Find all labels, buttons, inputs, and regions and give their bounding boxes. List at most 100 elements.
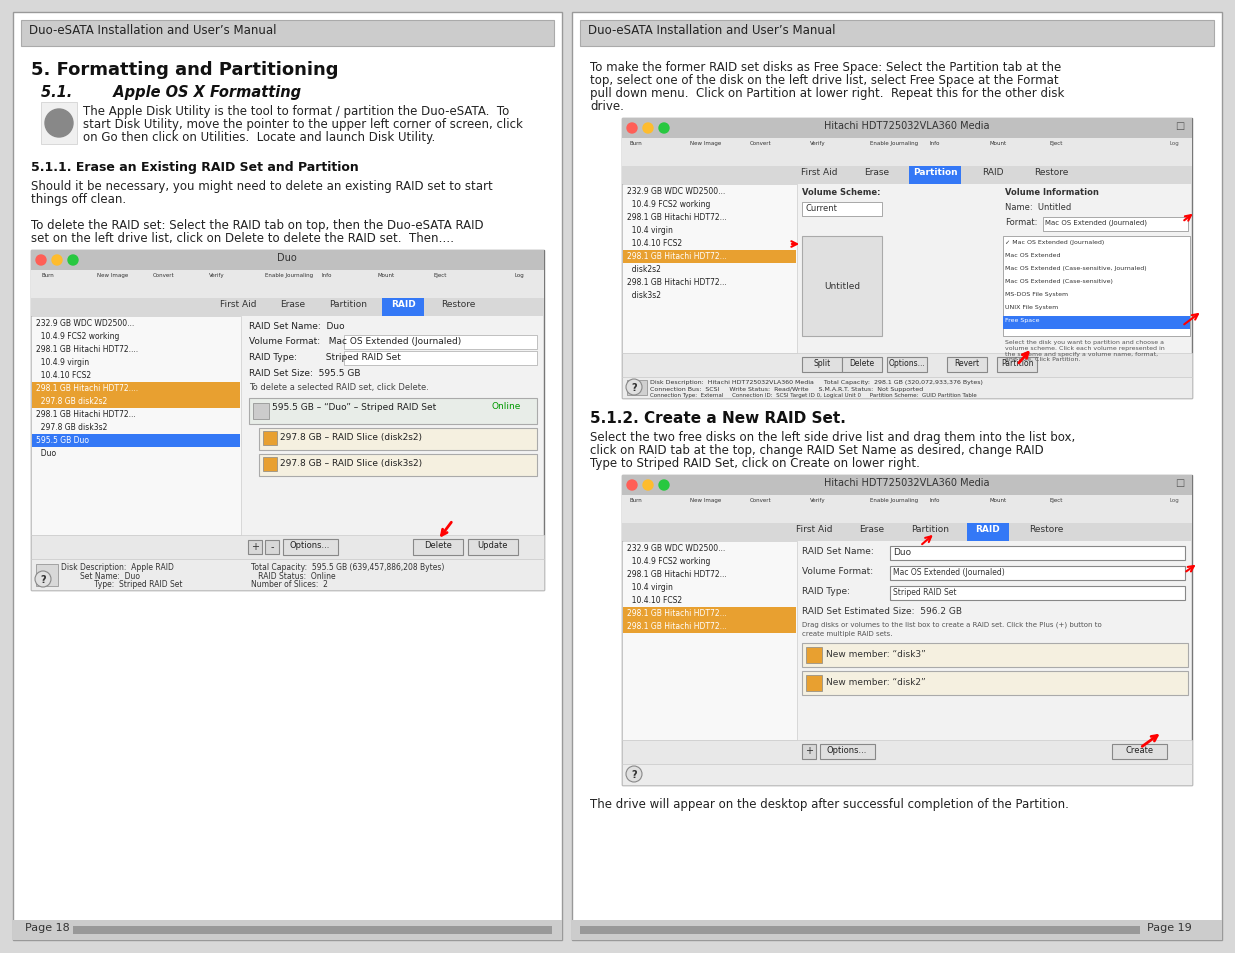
Bar [627,380,647,395]
Text: New member: “disk3”: New member: “disk3” [826,649,926,659]
Text: Drag disks or volumes to the list box to create a RAID set. Click the Plus (+) b: Drag disks or volumes to the list box to… [802,621,1102,628]
Text: Should it be necessary, you might need to delete an existing RAID set to start: Should it be necessary, you might need t… [31,180,493,193]
Text: Type:  Striped RAID Set: Type: Striped RAID Set [61,579,183,588]
Bar [1112,744,1167,760]
Text: Partition: Partition [1000,358,1034,368]
Bar [887,357,927,373]
Text: Erase: Erase [280,299,305,309]
Text: Duo: Duo [36,449,56,457]
Bar [622,476,1192,785]
Text: Revert: Revert [955,358,979,368]
Bar [253,403,269,419]
Text: Volume Format:: Volume Format: [802,566,873,576]
Bar [1003,236,1191,336]
Text: Restore: Restore [441,299,475,309]
Bar [31,536,543,559]
Circle shape [627,480,637,491]
Bar [806,647,823,663]
Bar [1044,218,1188,232]
Bar [468,539,517,556]
Text: Online: Online [492,402,521,411]
Text: 298.1 GB Hitachi HDT72...: 298.1 GB Hitachi HDT72... [627,277,726,287]
Text: Set Name:  Duo: Set Name: Duo [61,572,140,580]
Bar [412,539,463,556]
Text: 298.1 GB Hitachi HDT72...: 298.1 GB Hitachi HDT72... [627,252,726,261]
Text: Convert: Convert [750,497,772,502]
Bar [41,103,77,145]
Text: RAID: RAID [982,168,1004,177]
Text: Format:: Format: [1005,218,1037,227]
Text: Type to Striped RAID Set, click on Create on lower right.: Type to Striped RAID Set, click on Creat… [590,456,920,470]
Text: 10.4.10 FCS2: 10.4.10 FCS2 [36,371,91,379]
Bar [622,476,1192,496]
Text: Eject: Eject [1050,141,1063,146]
Text: Hitachi HDT725032VLA360 Media: Hitachi HDT725032VLA360 Media [824,477,989,488]
Text: Current: Current [805,204,837,213]
Text: 5.1.1. Erase an Existing RAID Set and Partition: 5.1.1. Erase an Existing RAID Set and Pa… [31,161,358,173]
Text: Verify: Verify [209,273,225,277]
Text: Verify: Verify [810,141,826,146]
Text: on Go then click on Utilities.  Locate and launch Disk Utility.: on Go then click on Utilities. Locate an… [83,131,435,144]
Text: Log: Log [514,273,524,277]
Bar [622,167,1192,185]
Text: Striped RAID Set: Striped RAID Set [893,587,956,597]
Bar [263,457,277,472]
Text: Eject: Eject [433,273,446,277]
Text: UNIX File System: UNIX File System [1005,305,1058,310]
Text: The Apple Disk Utility is the tool to format / partition the Duo-eSATA.  To: The Apple Disk Utility is the tool to fo… [83,105,509,118]
Circle shape [36,255,46,266]
Text: disk2s2: disk2s2 [627,265,661,274]
Text: disk3s2: disk3s2 [627,291,661,299]
Circle shape [659,480,669,491]
Bar [259,429,537,451]
Text: First Aid: First Aid [220,299,256,309]
Text: Disk Description:  Hitachi HDT725032VLA360 Media     Total Capacity:  298.1 GB (: Disk Description: Hitachi HDT725032VLA36… [650,379,983,385]
Text: Duo: Duo [893,547,911,557]
Text: Mount: Mount [990,497,1007,502]
Text: Partition: Partition [913,168,957,177]
Text: 595.5 GB – “Duo” – Striped RAID Set: 595.5 GB – “Duo” – Striped RAID Set [272,402,436,412]
Text: Delete: Delete [424,540,452,550]
Text: Burn: Burn [41,273,54,277]
Text: +: + [251,541,259,552]
Text: Volume Scheme:: Volume Scheme: [802,188,881,196]
Bar [14,920,562,940]
Text: 5.1.        Apple OS X Formatting: 5.1. Apple OS X Formatting [41,85,301,100]
Text: First Aid: First Aid [800,168,837,177]
Circle shape [643,480,653,491]
Bar [890,586,1186,600]
Text: ?: ? [631,769,637,780]
Text: □: □ [1176,121,1184,131]
Text: Verify: Verify [810,497,826,502]
Text: Update: Update [478,540,509,550]
Bar [14,13,562,940]
Text: Partition: Partition [911,524,948,534]
Text: Page 18: Page 18 [25,923,69,932]
Text: Total Capacity:  595.5 GB (639,457,886,208 Bytes): Total Capacity: 595.5 GB (639,457,886,20… [251,562,445,572]
Bar [263,432,277,446]
Text: RAID: RAID [976,524,1000,534]
Text: Erase: Erase [860,524,884,534]
Text: RAID: RAID [390,299,415,309]
Text: RAID Set Size:  595.5 GB: RAID Set Size: 595.5 GB [249,369,361,377]
Bar [32,435,240,448]
Bar [580,21,1214,47]
Bar [909,167,961,185]
Bar [622,354,1192,377]
Text: Delete: Delete [850,358,874,368]
Text: things off clean.: things off clean. [31,193,126,206]
Text: Name:  Untitled: Name: Untitled [1005,203,1071,212]
Bar [73,926,552,934]
Text: 232.9 GB WDC WD2500...: 232.9 GB WDC WD2500... [627,543,725,553]
Circle shape [44,110,73,138]
Bar [997,357,1037,373]
Text: ?: ? [631,382,637,393]
Bar [802,671,1188,696]
Text: RAID Status:  Online: RAID Status: Online [251,572,336,580]
Circle shape [52,255,62,266]
Bar [622,607,797,620]
Circle shape [35,572,51,587]
Circle shape [627,124,637,133]
Text: 297.8 GB disk3s2: 297.8 GB disk3s2 [36,422,107,432]
Text: New Image: New Image [690,497,721,502]
